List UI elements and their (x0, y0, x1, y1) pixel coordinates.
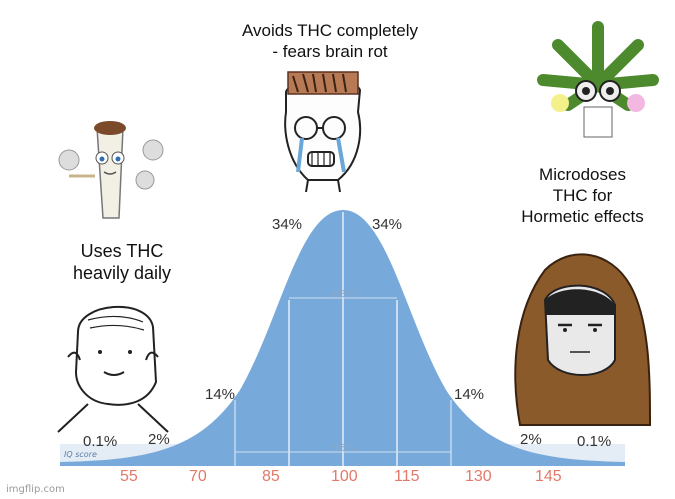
cannabis-leaf-scientist-icon (537, 21, 659, 138)
pct-left-far: 0.1% (83, 433, 118, 450)
pct-left-center: 34% (272, 216, 303, 233)
watermark: imgflip.com (6, 484, 65, 495)
tick-145: 145 (535, 468, 562, 485)
pct-right-tail: 2% (520, 431, 542, 448)
simple-wojak-icon (57, 306, 169, 433)
tick-100: 100 (331, 468, 358, 485)
pct-right-center: 34% (372, 216, 403, 233)
pct-left-tail: 2% (148, 431, 170, 448)
tick-130: 130 (465, 468, 492, 485)
crying-wojak-icon (284, 71, 362, 193)
smoking-joint-character-icon (58, 121, 164, 219)
tick-55: 55 (120, 468, 138, 485)
axis-title: IQ score (64, 450, 97, 459)
caption-right: Microdoses THC for Hormetic effects (521, 165, 644, 226)
pct-right-far: 0.1% (577, 433, 612, 450)
caption-left: Uses THC heavily daily (72, 241, 172, 283)
pct-left-mid: 14% (205, 386, 236, 403)
pct-inner-95: 95% (333, 443, 356, 454)
hooded-monk-icon (514, 253, 652, 426)
pct-right-mid: 14% (454, 386, 485, 403)
caption-top: Avoids THC completely - fears brain rot (241, 21, 419, 61)
tick-70: 70 (189, 468, 207, 485)
tick-115: 115 (394, 468, 420, 485)
tick-85: 85 (262, 468, 280, 485)
pct-inner-68: 68% (333, 289, 356, 300)
